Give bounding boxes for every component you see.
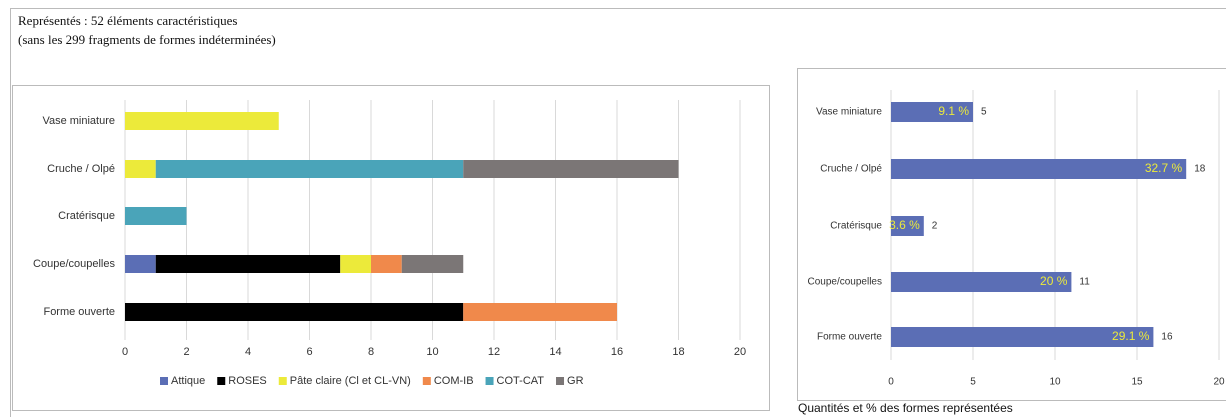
bar-value-label: 16 <box>1161 332 1173 343</box>
x-tick-label: 12 <box>488 346 500 358</box>
bar <box>891 327 1154 347</box>
category-label: Vase miniature <box>816 107 882 118</box>
legend-swatch <box>160 377 168 385</box>
bar-segment <box>155 160 464 178</box>
x-tick-label: 4 <box>245 346 251 358</box>
bar-segment <box>155 255 341 273</box>
category-label: Vase miniature <box>42 115 115 127</box>
legend-swatch <box>217 377 226 385</box>
category-label: Cruche / Olpé <box>820 164 882 175</box>
bar-value-label: 18 <box>1194 164 1206 175</box>
x-tick-label: 15 <box>1131 377 1143 388</box>
bar-segment <box>125 207 187 225</box>
legend-label: ROSES <box>228 375 267 387</box>
legend-swatch <box>278 377 287 385</box>
x-tick-label: 10 <box>426 346 438 358</box>
x-tick-label: 14 <box>549 346 561 358</box>
header-line: (sans les 299 fragments de formes indéte… <box>18 32 276 47</box>
x-tick-label: 0 <box>122 346 128 358</box>
bar-segment <box>371 255 402 273</box>
legend-swatch <box>556 377 565 385</box>
bar-percent-label: 29.1 % <box>1112 329 1150 343</box>
x-tick-label: 10 <box>1049 377 1061 388</box>
bar <box>891 102 973 122</box>
category-label: Coupe/coupelles <box>808 277 883 288</box>
legend-swatch <box>422 377 431 385</box>
legend-label: Attique <box>171 375 205 387</box>
bar-segment <box>125 255 156 273</box>
bar-value-label: 2 <box>932 221 938 232</box>
bar-segment <box>125 160 156 178</box>
bar <box>891 159 1187 179</box>
x-tick-label: 2 <box>183 346 189 358</box>
figure-frame <box>10 8 1226 417</box>
bar-value-label: 11 <box>1079 277 1090 288</box>
category-label: Cratérisque <box>830 221 882 232</box>
bar <box>891 272 1072 292</box>
category-label: Forme ouverte <box>43 306 115 318</box>
bar-segment <box>125 303 464 321</box>
bar <box>891 216 924 236</box>
legend-label: GR <box>567 375 584 387</box>
bar-segment <box>340 255 371 273</box>
bar-segment <box>463 160 679 178</box>
bar-value-label: 5 <box>981 107 987 118</box>
bar-percent-label: 32.7 % <box>1145 161 1183 175</box>
x-tick-label: 20 <box>1213 377 1225 388</box>
bar-segment <box>125 112 279 130</box>
legend-label: COM-IB <box>434 375 474 387</box>
bar-segment <box>463 303 617 321</box>
bar-percent-label: 3.6 % <box>889 218 920 232</box>
x-tick-label: 5 <box>970 377 976 388</box>
legend-label: COT-CAT <box>497 375 545 387</box>
legend-label: Pâte claire (Cl et CL-VN) <box>290 375 411 387</box>
bar-percent-label: 20 % <box>1040 274 1068 288</box>
x-tick-label: 6 <box>306 346 312 358</box>
chart-caption: Quantités et % des formes représentées <box>798 401 1013 415</box>
left-panel <box>12 85 770 411</box>
x-tick-label: 0 <box>888 377 894 388</box>
x-tick-label: 20 <box>734 346 746 358</box>
category-label: Cratérisque <box>58 210 115 222</box>
x-tick-label: 16 <box>611 346 623 358</box>
bar-percent-label: 9.1 % <box>938 104 969 118</box>
category-label: Cruche / Olpé <box>47 163 115 175</box>
x-tick-label: 8 <box>368 346 374 358</box>
category-label: Forme ouverte <box>817 332 882 343</box>
legend-swatch <box>485 377 494 385</box>
bar-segment <box>401 255 464 273</box>
category-label: Coupe/coupelles <box>33 258 115 270</box>
right-panel <box>797 68 1226 401</box>
header-line: Représentés : 52 éléments caractéristiqu… <box>18 13 237 28</box>
x-tick-label: 18 <box>672 346 684 358</box>
